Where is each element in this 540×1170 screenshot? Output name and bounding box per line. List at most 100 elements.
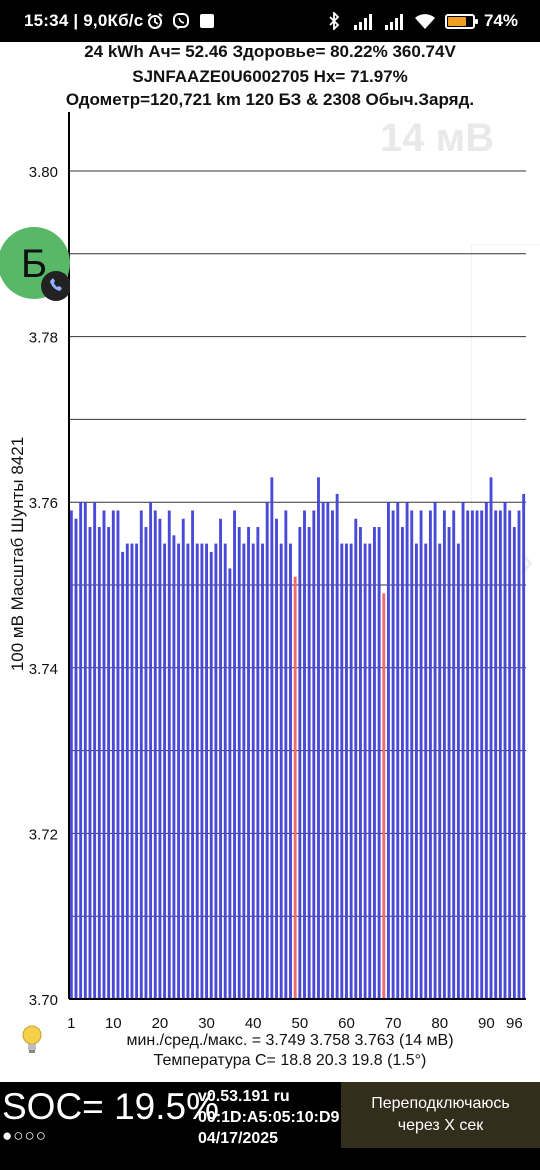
header-line-capacity: 24 kWh Ач= 52.46 Здоровье= 80.22% 360.74…: [84, 42, 456, 61]
bar-cell-20: [158, 518, 162, 999]
bar-cell-63: [359, 527, 362, 999]
bar-cell-55: [321, 502, 325, 999]
soc-readout: SOC= 19.5%: [2, 1086, 219, 1127]
notification-square-icon: [200, 14, 214, 28]
x-tick-label: 30: [198, 1015, 215, 1032]
x-tick-label: 80: [431, 1015, 448, 1032]
cell-voltage-chart: 3.70 3.72 3.74 3.76 3.78 3.80 1 10 20 30 40 50 60 70 8…: [29, 112, 526, 1032]
bar-cell-6: [93, 502, 97, 999]
bar-cell-33: [219, 518, 223, 999]
header-line-vin: SJNFAAZE0U6002705 Hx= 71.97%: [132, 67, 408, 86]
bar-cell-49: [293, 576, 297, 999]
bar-cell-21: [163, 543, 167, 999]
bar-cell-31: [209, 551, 213, 999]
bar-cell-24: [177, 543, 181, 999]
y-tick-label: 3.70: [29, 992, 58, 1009]
bottom-bar: SOC= 19.5% ●○○○ v0.53.191 ru 00:1D:A5:05…: [0, 1082, 540, 1170]
y-tick-label: 3.78: [29, 330, 58, 347]
status-right-icons: 74%: [325, 11, 518, 31]
bar-cell-59: [340, 543, 344, 999]
reconnect-button[interactable]: Переподключаюсь через Х сек: [341, 1082, 540, 1148]
bar-cell-72: [400, 527, 404, 999]
bar-cell-9: [107, 527, 111, 999]
status-app-icons: [146, 12, 216, 30]
bar-cell-93: [498, 510, 502, 999]
bar-cell-5: [88, 527, 92, 999]
bar-cell-90: [484, 502, 488, 999]
bar-cell-91: [489, 477, 493, 999]
bar-cell-43: [265, 502, 269, 999]
battery-icon: [444, 13, 478, 29]
bar-cell-79: [433, 502, 437, 999]
bar-cell-62: [354, 518, 358, 999]
bar-cell-41: [256, 527, 260, 999]
bar-cell-52: [307, 527, 311, 999]
bar-cell-48: [289, 543, 292, 999]
chat-head-avatar[interactable]: Б: [0, 225, 70, 301]
bar-cell-4: [83, 502, 87, 999]
bar-cell-66: [372, 527, 376, 999]
y-tick-label: 3.72: [29, 826, 58, 843]
bar-cell-57: [331, 510, 334, 999]
battery-percent: 74%: [483, 11, 518, 30]
x-tick-label: 10: [105, 1015, 122, 1032]
bar-cell-14: [130, 543, 134, 999]
status-bar: 15:34 | 9,0Кб/с 74%: [0, 0, 540, 42]
bar-cell-34: [223, 543, 227, 999]
y-tick-label: 3.80: [29, 164, 58, 181]
y-tick-label: 3.74: [29, 661, 58, 678]
bar-cell-42: [261, 543, 264, 999]
bar-cell-82: [447, 527, 451, 999]
x-tick-label: 20: [152, 1015, 169, 1032]
bar-cell-58: [335, 493, 339, 999]
connection-dots: ●○○○: [2, 1126, 48, 1145]
bar-cell-74: [410, 510, 414, 999]
signal-h-plus-icon: [353, 14, 372, 30]
bar-cell-51: [303, 510, 306, 999]
reconnect-label-2: через Х сек: [397, 1117, 484, 1134]
bar-cell-27: [191, 510, 195, 999]
bar-cell-38: [242, 543, 246, 999]
bar-cell-92: [494, 510, 498, 999]
bar-cell-53: [312, 510, 316, 999]
x-tick-label: 40: [245, 1015, 262, 1032]
bar-cell-83: [452, 510, 456, 999]
avatar-letter: Б: [21, 242, 47, 286]
status-time-speed: 15:34 | 9,0Кб/с: [24, 11, 144, 30]
header-line-odometer: Одометр=120,721 km 120 БЗ & 2308 Обыч.За…: [65, 90, 475, 109]
signal-icon: [384, 14, 403, 30]
ghost-overlay-text: 14 мВ: [380, 116, 495, 160]
bar-cell-15: [135, 543, 139, 999]
stats-min-avg-max: мин./сред./макс. = 3.749 3.758 3.763 (14…: [126, 1032, 454, 1049]
lightbulb-icon[interactable]: [20, 1024, 44, 1056]
bar-cell-65: [368, 543, 372, 999]
x-tick-label: 70: [385, 1015, 402, 1032]
bar-cell-25: [181, 518, 185, 999]
bar-cell-61: [349, 543, 353, 999]
bar-cell-44: [270, 477, 274, 999]
bar-cell-81: [442, 510, 446, 999]
app-version: v0.53.191 ru: [198, 1088, 290, 1105]
bar-cell-32: [214, 543, 218, 999]
reconnect-label-1: Переподключаюсь: [371, 1095, 510, 1112]
bar-cell-46: [279, 543, 283, 999]
bar-cell-35: [228, 568, 232, 999]
bar-cell-50: [298, 527, 302, 999]
x-tick-label: 90: [478, 1015, 495, 1032]
bar-cell-89: [480, 510, 484, 999]
bar-cell-undefined: [522, 493, 526, 999]
bar-cell-19: [153, 510, 157, 999]
viber-icon: [173, 13, 189, 30]
alarm-icon: [147, 13, 163, 29]
wifi-icon: [414, 14, 435, 29]
current-date: 04/17/2025: [198, 1130, 279, 1147]
bar-cell-64: [363, 543, 367, 999]
bar-cell-29: [200, 543, 204, 999]
x-tick-label: 96: [506, 1015, 523, 1032]
bar-cell-26: [186, 543, 190, 999]
bar-cell-39: [247, 527, 250, 999]
bar-cell-77: [424, 543, 428, 999]
bar-cell-54: [317, 477, 320, 999]
bar-cell-13: [125, 543, 129, 999]
bar-cell-undefined: [517, 510, 521, 999]
